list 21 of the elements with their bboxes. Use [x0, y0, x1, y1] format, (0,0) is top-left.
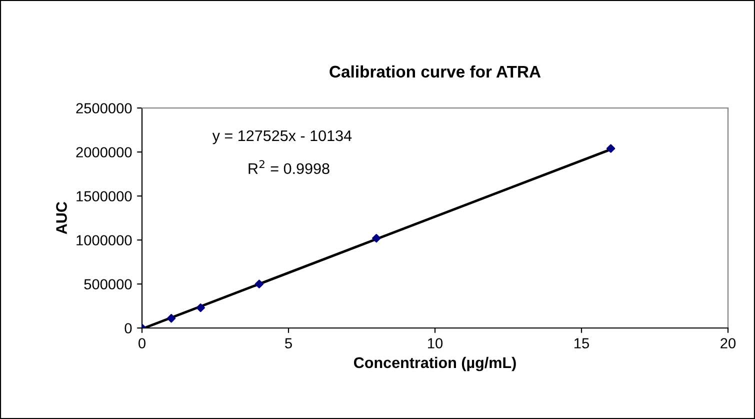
point: [196, 303, 205, 312]
y-tick-label: 0: [124, 323, 132, 334]
x-tick-label: 5: [285, 338, 292, 348]
x-tick-label: 10: [428, 338, 443, 348]
y-tick-label: 2000000: [76, 147, 132, 158]
y-tick-label: 1500000: [76, 191, 132, 202]
x-tick-label: 20: [720, 338, 736, 348]
point: [254, 280, 264, 288]
y-tick-label: 500000: [84, 279, 132, 290]
y-tick-label: 1000000: [76, 235, 132, 246]
y-tick-label: 2500000: [76, 103, 132, 114]
point: [166, 314, 176, 323]
y-axis-title: AUC: [56, 202, 67, 234]
annotation: y = 127525x - 10134: [212, 130, 352, 144]
x-tick-label: 15: [574, 338, 589, 348]
point: [606, 144, 616, 153]
point: [372, 234, 381, 243]
x-axis-title: Concentration (µg/mL): [354, 356, 516, 372]
chart-title: Calibration curve for ATRA: [330, 65, 541, 78]
annotation: R$^{2}$ = 0.9998: [248, 160, 330, 174]
x-tick-label: 0: [138, 338, 146, 348]
